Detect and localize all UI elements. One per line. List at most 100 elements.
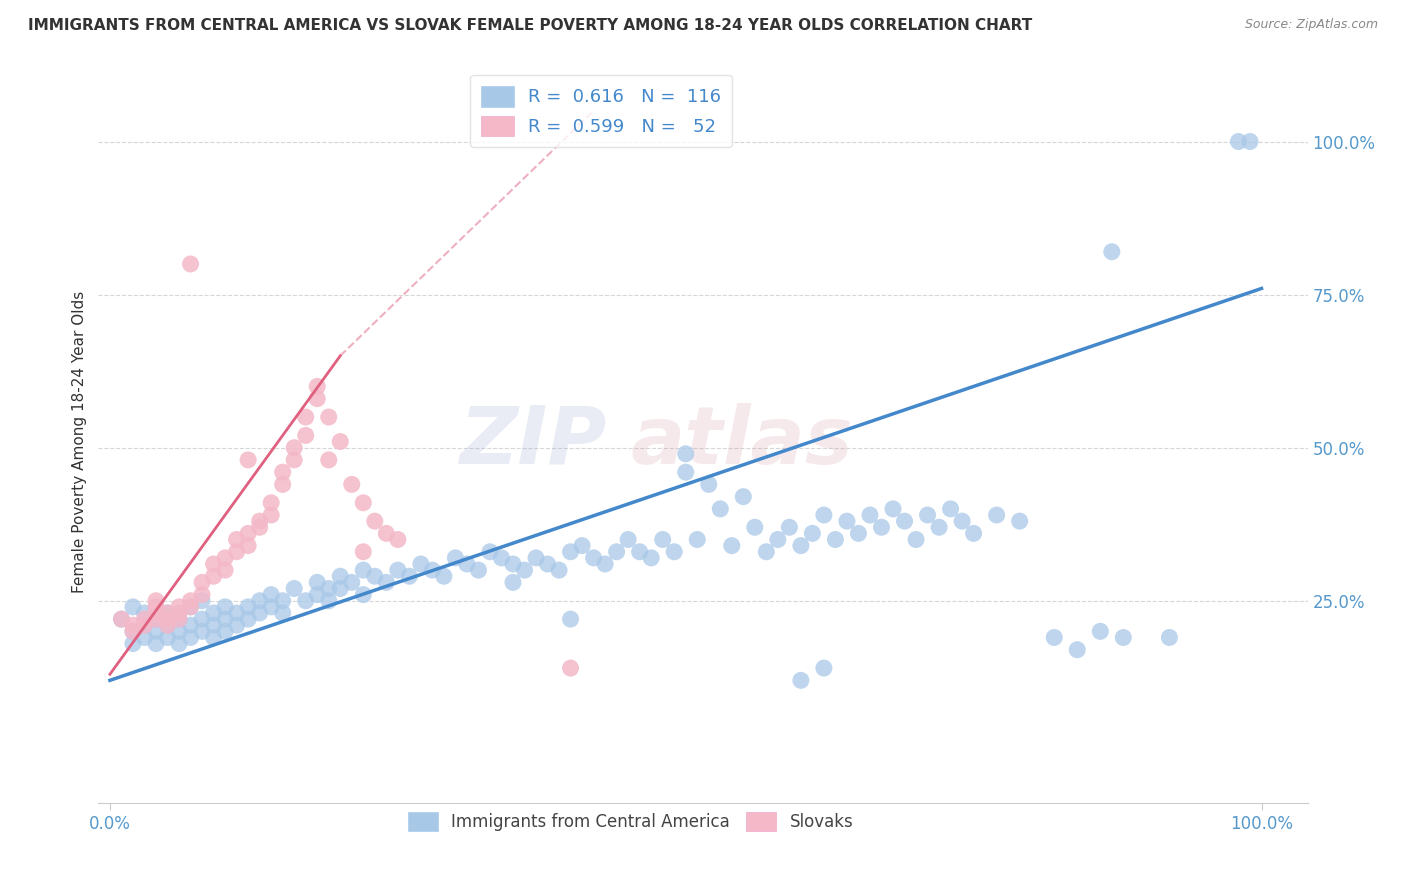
Point	[801, 526, 824, 541]
Point	[236, 539, 259, 553]
Point	[651, 533, 673, 547]
Point	[156, 631, 179, 645]
Point	[686, 533, 709, 547]
Point	[156, 618, 179, 632]
Point	[134, 612, 156, 626]
Point	[318, 593, 340, 607]
Point	[294, 593, 316, 607]
Point	[294, 410, 316, 425]
Point	[640, 550, 662, 565]
Point	[271, 477, 294, 491]
Point	[110, 612, 132, 626]
Point	[167, 637, 190, 651]
Point	[502, 557, 524, 571]
Point	[167, 624, 190, 639]
Point	[778, 520, 800, 534]
Point	[709, 502, 731, 516]
Point	[236, 599, 259, 614]
Point	[340, 477, 363, 491]
Point	[387, 563, 409, 577]
Point	[387, 533, 409, 547]
Point	[824, 533, 846, 547]
Point	[444, 550, 467, 565]
Point	[307, 379, 329, 393]
Legend: Immigrants from Central America, Slovaks: Immigrants from Central America, Slovaks	[401, 805, 860, 838]
Point	[167, 612, 190, 626]
Point	[180, 599, 202, 614]
Point	[225, 545, 247, 559]
Point	[145, 599, 167, 614]
Point	[145, 606, 167, 620]
Point	[145, 612, 167, 626]
Point	[352, 563, 374, 577]
Point	[180, 599, 202, 614]
Point	[329, 434, 352, 449]
Point	[283, 441, 305, 455]
Point	[167, 599, 190, 614]
Point	[145, 593, 167, 607]
Point	[122, 624, 145, 639]
Point	[191, 575, 214, 590]
Point	[813, 661, 835, 675]
Point	[813, 508, 835, 522]
Point	[180, 593, 202, 607]
Point	[340, 575, 363, 590]
Point	[548, 563, 571, 577]
Point	[271, 593, 294, 607]
Point	[191, 612, 214, 626]
Point	[848, 526, 870, 541]
Text: ZIP: ZIP	[458, 402, 606, 481]
Point	[720, 539, 742, 553]
Point	[156, 612, 179, 626]
Point	[134, 631, 156, 645]
Point	[225, 606, 247, 620]
Point	[733, 490, 755, 504]
Point	[790, 539, 813, 553]
Point	[755, 545, 778, 559]
Point	[467, 563, 489, 577]
Point	[939, 502, 962, 516]
Point	[675, 447, 697, 461]
Point	[697, 477, 720, 491]
Point	[318, 582, 340, 596]
Point	[249, 514, 271, 528]
Point	[225, 618, 247, 632]
Point	[191, 624, 214, 639]
Text: atlas: atlas	[630, 402, 853, 481]
Point	[364, 569, 387, 583]
Point	[156, 606, 179, 620]
Point	[524, 550, 547, 565]
Point	[214, 599, 236, 614]
Point	[582, 550, 605, 565]
Point	[352, 588, 374, 602]
Point	[260, 599, 283, 614]
Point	[433, 569, 456, 583]
Y-axis label: Female Poverty Among 18-24 Year Olds: Female Poverty Among 18-24 Year Olds	[72, 291, 87, 592]
Point	[478, 545, 501, 559]
Point	[950, 514, 973, 528]
Point	[283, 453, 305, 467]
Point	[536, 557, 558, 571]
Point	[294, 428, 316, 442]
Point	[260, 508, 283, 522]
Point	[986, 508, 1008, 522]
Point	[122, 637, 145, 651]
Point	[352, 545, 374, 559]
Point	[260, 496, 283, 510]
Point	[167, 606, 190, 620]
Point	[571, 539, 593, 553]
Point	[307, 588, 329, 602]
Point	[225, 533, 247, 547]
Point	[1101, 244, 1123, 259]
Point	[409, 557, 432, 571]
Point	[214, 563, 236, 577]
Point	[202, 557, 225, 571]
Point	[318, 410, 340, 425]
Point	[249, 606, 271, 620]
Point	[675, 465, 697, 479]
Point	[329, 569, 352, 583]
Point	[236, 526, 259, 541]
Point	[375, 575, 398, 590]
Point	[560, 545, 582, 559]
Point	[260, 588, 283, 602]
